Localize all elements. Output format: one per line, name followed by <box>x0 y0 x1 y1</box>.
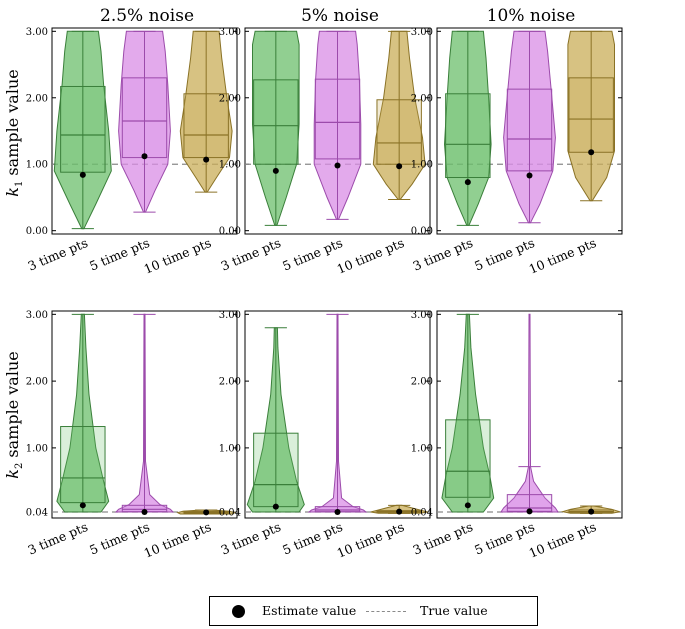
x-tick-label: 5 time pts <box>280 235 344 274</box>
column-title-3: 10% noise <box>487 6 576 26</box>
estimate-point <box>396 163 403 170</box>
x-tick-label: 10 time pts <box>335 519 407 561</box>
row-2-ylabel-sub: 2 <box>14 463 25 469</box>
x-tick-label: 10 time pts <box>527 235 599 277</box>
violin-body <box>500 313 559 513</box>
estimate-point <box>79 502 86 509</box>
y-tick-label: 2.00 <box>26 377 48 388</box>
y-tick-label: 1.00 <box>411 160 433 171</box>
estimate-point <box>526 172 533 179</box>
y-tick-label: 3.00 <box>26 310 48 321</box>
estimate-point <box>588 149 595 156</box>
row-2-ylabel: k2 sample value <box>3 351 25 478</box>
legend-estimate-label: Estimate value <box>262 603 357 618</box>
estimate-point <box>464 179 471 186</box>
estimate-point <box>203 509 210 516</box>
estimate-point <box>79 171 86 178</box>
estimate-point <box>334 162 341 169</box>
estimate-point <box>334 508 341 515</box>
panel-frame <box>244 27 431 235</box>
y-tick-label: 0.04 <box>411 507 433 518</box>
y-tick-label: 1.00 <box>26 443 48 454</box>
y-tick-label: 0.04 <box>219 507 241 518</box>
estimate-point <box>526 508 533 515</box>
column-title-2: 5% noise <box>301 6 379 26</box>
x-tick-label: 3 time pts <box>219 235 283 274</box>
legend: Estimate value True value <box>209 596 538 626</box>
x-tick-label: 5 time pts <box>87 235 151 274</box>
x-tick-label: 3 time pts <box>219 519 283 558</box>
panel-frame <box>51 27 238 235</box>
x-tick-label: 10 time pts <box>527 519 599 561</box>
estimate-point <box>141 508 148 515</box>
y-tick-label: 3.00 <box>26 27 48 38</box>
x-tick-label: 3 time pts <box>411 519 475 558</box>
estimate-point <box>588 508 595 515</box>
x-tick-label: 5 time pts <box>472 519 536 558</box>
x-tick-label: 10 time pts <box>142 519 214 561</box>
y-tick-label: 2.00 <box>26 93 48 104</box>
y-tick-label: 0.00 <box>26 226 48 237</box>
y-tick-label: 2.00 <box>219 93 241 104</box>
y-tick-label: 3.00 <box>411 310 433 321</box>
y-tick-label: 0.04 <box>26 507 48 518</box>
x-tick-label: 10 time pts <box>335 235 407 277</box>
x-tick-label: 5 time pts <box>87 519 151 558</box>
row-2-ylabel-rest: sample value <box>3 351 22 462</box>
x-tick-label: 5 time pts <box>472 235 536 274</box>
estimate-point <box>396 508 403 515</box>
estimate-point <box>272 167 279 174</box>
y-tick-label: 1.00 <box>219 443 241 454</box>
estimate-point <box>203 156 210 163</box>
y-tick-label: 1.00 <box>219 160 241 171</box>
row-2-ylabel-main: k <box>3 469 22 479</box>
estimate-point <box>141 153 148 160</box>
y-tick-label: 0.00 <box>411 226 433 237</box>
y-tick-label: 2.00 <box>411 93 433 104</box>
y-tick-label: 1.00 <box>411 443 433 454</box>
row-1-ylabel: k1 sample value <box>3 69 25 196</box>
row-1-ylabel-rest: sample value <box>3 69 22 180</box>
y-tick-label: 1.00 <box>26 160 48 171</box>
x-tick-label: 3 time pts <box>411 235 475 274</box>
estimate-marker-icon <box>232 605 245 618</box>
x-tick-label: 3 time pts <box>26 519 90 558</box>
x-tick-label: 5 time pts <box>280 519 344 558</box>
row-1-ylabel-sub: 1 <box>14 181 25 187</box>
x-tick-label: 10 time pts <box>142 235 214 277</box>
x-tick-label: 3 time pts <box>26 235 90 274</box>
estimate-point <box>272 503 279 510</box>
y-tick-label: 2.00 <box>219 377 241 388</box>
y-tick-label: 3.00 <box>219 310 241 321</box>
row-1-ylabel-main: k <box>3 187 22 197</box>
panel-frame <box>51 310 238 519</box>
estimate-point <box>464 502 471 509</box>
y-tick-label: 3.00 <box>219 27 241 38</box>
panel-frame <box>244 310 431 519</box>
column-title-1: 2.5% noise <box>100 6 194 26</box>
y-tick-label: 0.00 <box>219 226 241 237</box>
legend-true-label: True value <box>420 603 488 618</box>
y-tick-label: 3.00 <box>411 27 433 38</box>
panel-frame <box>436 27 623 235</box>
true-value-line-icon <box>366 611 406 612</box>
y-tick-label: 2.00 <box>411 377 433 388</box>
panel-frame <box>436 310 623 519</box>
